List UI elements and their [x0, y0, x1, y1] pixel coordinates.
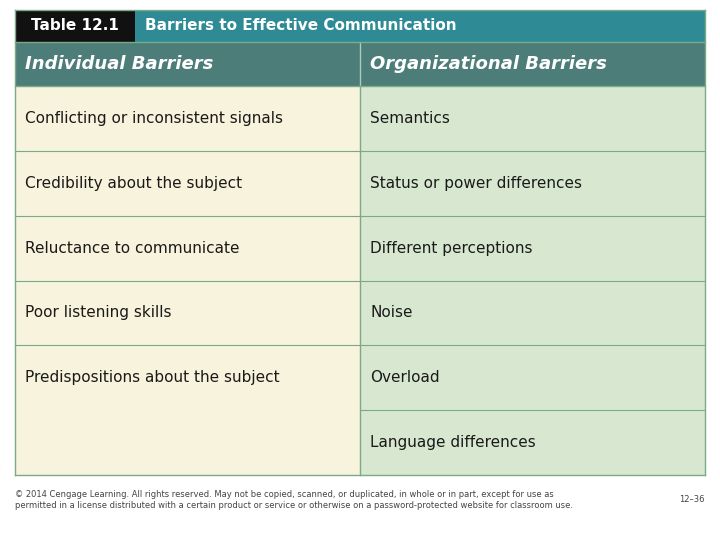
Text: Conflicting or inconsistent signals: Conflicting or inconsistent signals	[25, 111, 283, 126]
Text: Predispositions about the subject: Predispositions about the subject	[25, 370, 279, 385]
Text: Noise: Noise	[370, 306, 413, 320]
Text: Reluctance to communicate: Reluctance to communicate	[25, 241, 240, 255]
Text: Overload: Overload	[370, 370, 440, 385]
Text: Organizational Barriers: Organizational Barriers	[370, 55, 607, 73]
Text: © 2014 Cengage Learning. All rights reserved. May not be copied, scanned, or dup: © 2014 Cengage Learning. All rights rese…	[15, 490, 573, 510]
FancyBboxPatch shape	[135, 10, 705, 42]
Text: Semantics: Semantics	[370, 111, 450, 126]
FancyBboxPatch shape	[15, 42, 360, 86]
FancyBboxPatch shape	[15, 86, 360, 475]
Text: Barriers to Effective Communication: Barriers to Effective Communication	[145, 18, 456, 33]
FancyBboxPatch shape	[15, 10, 135, 42]
Text: Status or power differences: Status or power differences	[370, 176, 582, 191]
Text: 12–36: 12–36	[680, 496, 705, 504]
Text: Different perceptions: Different perceptions	[370, 241, 533, 255]
Text: Poor listening skills: Poor listening skills	[25, 306, 171, 320]
Text: Individual Barriers: Individual Barriers	[25, 55, 213, 73]
FancyBboxPatch shape	[360, 42, 705, 86]
FancyBboxPatch shape	[360, 86, 705, 475]
Text: Credibility about the subject: Credibility about the subject	[25, 176, 242, 191]
Text: Language differences: Language differences	[370, 435, 536, 450]
Text: Table 12.1: Table 12.1	[31, 18, 119, 33]
